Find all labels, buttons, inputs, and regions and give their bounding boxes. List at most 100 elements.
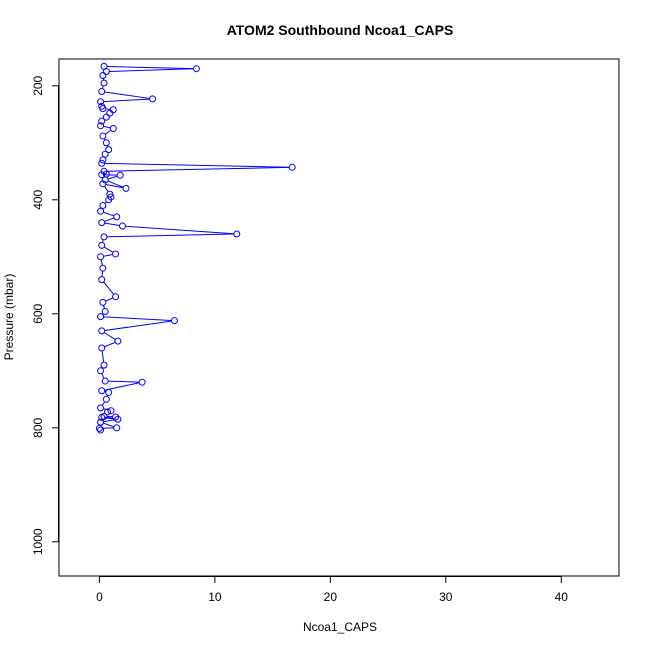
data-point bbox=[98, 414, 106, 422]
series-line-segment bbox=[103, 422, 114, 428]
data-point bbox=[138, 378, 146, 386]
data-point bbox=[101, 377, 109, 385]
chart-title: ATOM2 Southbound Ncoa1_CAPS bbox=[227, 22, 454, 38]
series-line-segment bbox=[103, 98, 150, 103]
data-point bbox=[288, 163, 296, 171]
data-point bbox=[97, 313, 105, 321]
data-point bbox=[99, 298, 107, 306]
data-point bbox=[149, 95, 157, 103]
data-point bbox=[97, 253, 105, 261]
data-point bbox=[100, 79, 108, 87]
data-point bbox=[112, 293, 120, 301]
data-point bbox=[107, 407, 115, 415]
series-line-segment bbox=[102, 85, 104, 89]
data-point bbox=[95, 424, 103, 432]
plot-frame bbox=[58, 58, 620, 577]
x-tick-label: 40 bbox=[555, 590, 569, 604]
series-line-segment bbox=[104, 217, 114, 222]
series-line-segment bbox=[101, 401, 105, 406]
x-tick-label: 30 bbox=[439, 590, 453, 604]
plot-area bbox=[95, 62, 296, 434]
x-axis-label: Ncoa1_CAPS bbox=[303, 620, 377, 634]
data-point bbox=[99, 201, 107, 209]
data-point bbox=[98, 219, 106, 227]
series-line-segment bbox=[105, 183, 123, 189]
x-tick-label: 20 bbox=[324, 590, 338, 604]
data-point bbox=[98, 117, 106, 125]
series-line-segment bbox=[104, 186, 109, 192]
data-point bbox=[105, 196, 113, 204]
data-point bbox=[98, 344, 106, 352]
data-point bbox=[119, 222, 127, 230]
series-line-segment bbox=[104, 382, 140, 391]
data-point bbox=[100, 233, 108, 241]
data-point bbox=[112, 250, 120, 258]
data-point bbox=[97, 426, 105, 434]
series-line-segment bbox=[125, 225, 234, 235]
series-line-segment bbox=[100, 259, 103, 266]
series-line-segment bbox=[103, 211, 114, 217]
data-point bbox=[98, 387, 106, 395]
data-point bbox=[97, 404, 105, 412]
data-point bbox=[116, 171, 124, 179]
data-point bbox=[98, 171, 106, 179]
data-point bbox=[114, 415, 122, 423]
data-point bbox=[97, 122, 105, 130]
y-tick-label: 800 bbox=[31, 417, 45, 437]
y-axis: 200 400 600 800 1000 bbox=[31, 75, 59, 555]
series-line-segment bbox=[108, 175, 118, 180]
data-point bbox=[109, 125, 117, 133]
data-point bbox=[103, 408, 111, 416]
data-point bbox=[102, 68, 110, 76]
y-tick-label: 1000 bbox=[31, 528, 45, 555]
data-point bbox=[98, 327, 106, 335]
data-point bbox=[112, 413, 120, 421]
data-point bbox=[102, 113, 110, 121]
series-line-segment bbox=[103, 254, 113, 257]
data-point bbox=[102, 395, 110, 403]
series-line-segment bbox=[109, 68, 194, 72]
data-point bbox=[102, 139, 110, 147]
y-tick-label: 600 bbox=[31, 303, 45, 323]
data-point bbox=[101, 308, 109, 316]
series-line-segment bbox=[104, 91, 150, 99]
x-axis: 0 10 20 30 40 bbox=[96, 576, 568, 604]
data-point bbox=[98, 276, 106, 284]
data-point bbox=[105, 388, 113, 396]
series-line-segment bbox=[107, 166, 290, 172]
series-line-segment bbox=[104, 222, 120, 226]
series-line-segment bbox=[104, 341, 116, 348]
series-line-segment bbox=[108, 380, 139, 383]
data-point bbox=[114, 337, 122, 345]
data-point bbox=[122, 184, 130, 192]
data-point bbox=[99, 105, 107, 113]
series-line-segment bbox=[107, 65, 194, 70]
data-point bbox=[99, 156, 107, 164]
data-point bbox=[99, 132, 107, 140]
data-point bbox=[98, 87, 106, 95]
series-line-segment bbox=[105, 297, 113, 302]
y-tick-label: 200 bbox=[31, 75, 45, 95]
data-point bbox=[109, 106, 117, 114]
series-line-segment bbox=[107, 233, 234, 238]
data-point bbox=[97, 207, 105, 215]
data-point bbox=[97, 98, 105, 106]
data-point bbox=[113, 424, 121, 432]
data-point bbox=[99, 264, 107, 272]
series-line-segment bbox=[103, 305, 105, 309]
x-tick-label: 0 bbox=[96, 590, 103, 604]
data-point bbox=[101, 150, 109, 158]
data-point bbox=[99, 72, 107, 80]
series-line-segment bbox=[102, 239, 104, 243]
data-point bbox=[170, 317, 178, 325]
series-line-segment bbox=[103, 125, 111, 129]
data-point bbox=[101, 176, 109, 184]
series-line-segment bbox=[105, 129, 111, 135]
series-line-segment bbox=[104, 320, 172, 331]
data-point bbox=[98, 241, 106, 249]
series-line-segment bbox=[103, 419, 115, 423]
y-tick-label: 400 bbox=[31, 189, 45, 209]
series-line-segment bbox=[103, 281, 114, 295]
x-tick-label: 10 bbox=[208, 590, 222, 604]
